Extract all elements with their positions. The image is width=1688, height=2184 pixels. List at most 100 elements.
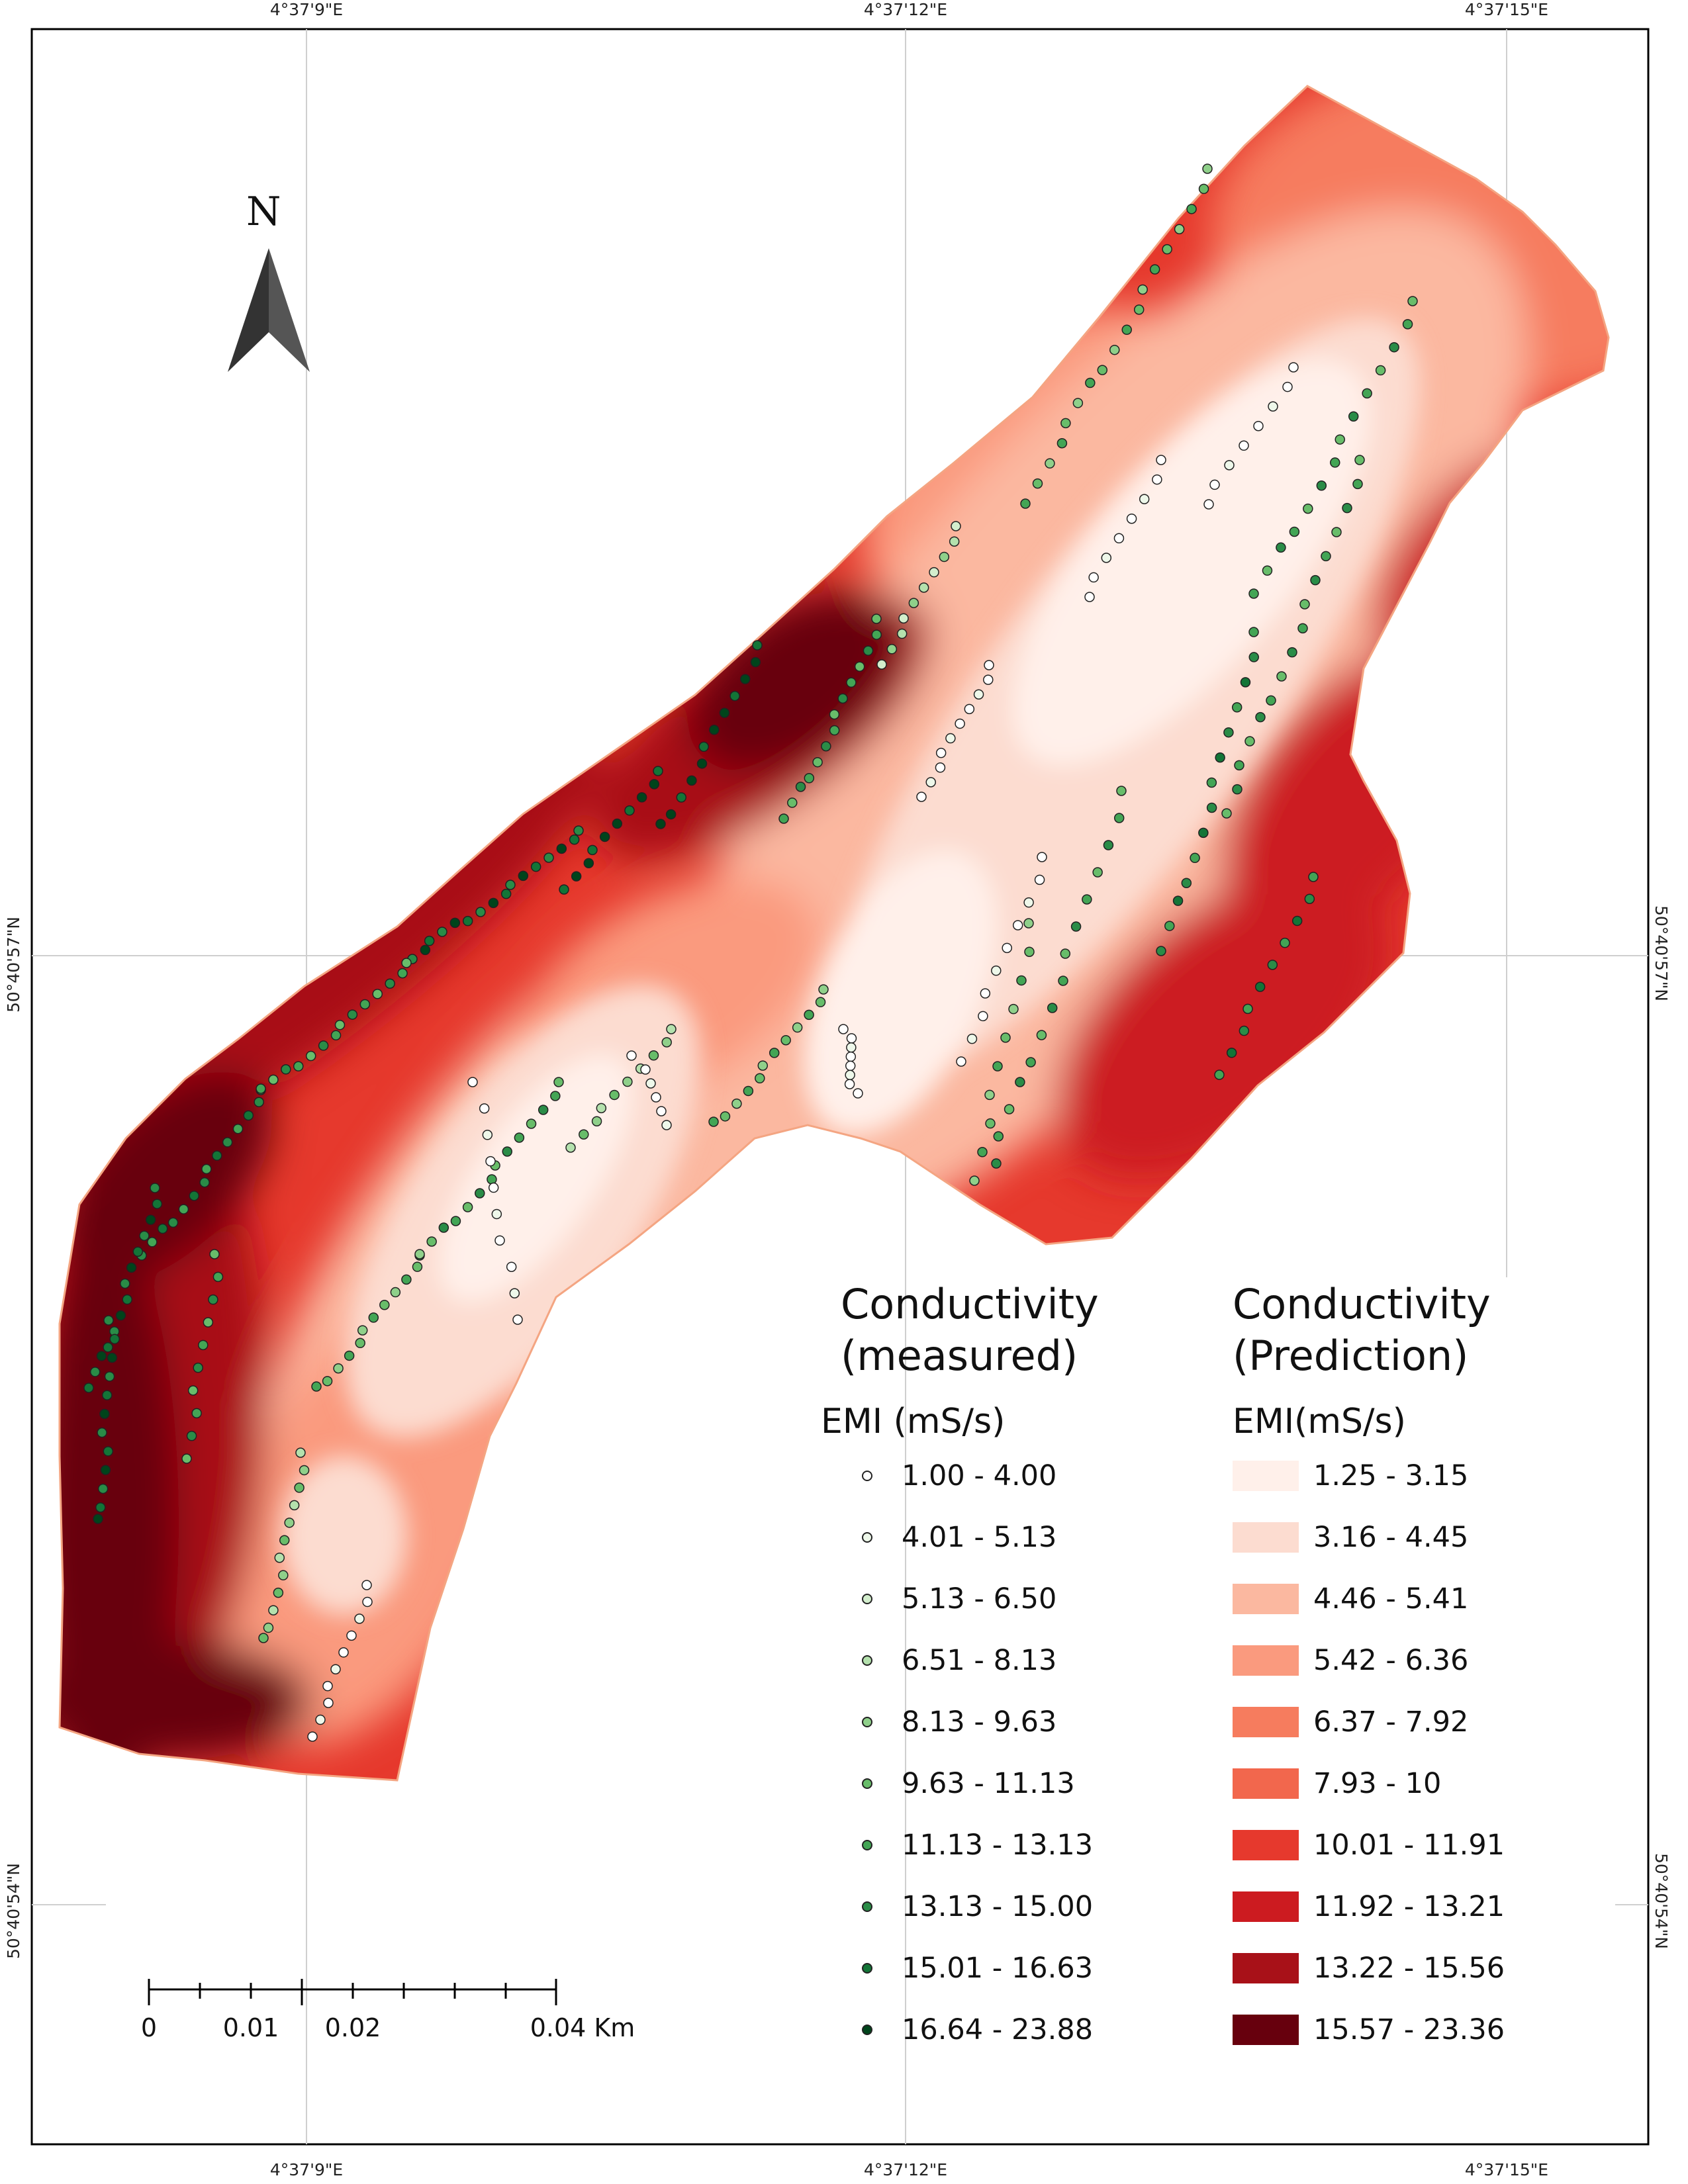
measured-point bbox=[1133, 304, 1145, 315]
measured-point bbox=[845, 1069, 855, 1081]
measured-point bbox=[649, 779, 660, 790]
measured-point bbox=[1085, 377, 1096, 388]
measured-point bbox=[323, 1698, 334, 1708]
measured-point bbox=[307, 1731, 318, 1742]
measured-point bbox=[412, 1261, 423, 1272]
legend-measured-title: Conductivity (measured) bbox=[841, 1280, 1099, 1380]
measured-point bbox=[189, 1191, 199, 1201]
bottom-lon-label-3: 4°37'15"E bbox=[1464, 2160, 1549, 2179]
measured-point bbox=[1342, 502, 1352, 514]
measured-point bbox=[1248, 652, 1259, 662]
measured-point bbox=[462, 915, 473, 927]
measured-point bbox=[502, 1146, 512, 1157]
legend-point-symbol bbox=[862, 1471, 872, 1481]
measured-point bbox=[479, 1103, 490, 1114]
measured-point bbox=[97, 1483, 109, 1494]
measured-point bbox=[518, 870, 529, 882]
legend_prediction-row: 4.46 - 5.41 bbox=[1233, 1579, 1468, 1619]
measured-point bbox=[538, 1105, 549, 1115]
measured-point bbox=[1224, 460, 1235, 471]
measured-point bbox=[193, 1362, 203, 1373]
legend-class-label: 13.22 - 15.56 bbox=[1313, 1952, 1505, 1985]
measured-point bbox=[853, 1088, 863, 1099]
measured-point bbox=[1276, 671, 1287, 682]
measured-point bbox=[886, 644, 898, 655]
measured-point bbox=[1240, 677, 1251, 688]
measured-point bbox=[573, 825, 584, 836]
measured-point bbox=[338, 1647, 349, 1658]
measured-point bbox=[1025, 1057, 1036, 1068]
measured-point bbox=[263, 1622, 274, 1633]
measured-point bbox=[1023, 897, 1034, 908]
measured-point bbox=[401, 958, 412, 968]
measured-point bbox=[1202, 163, 1213, 174]
measured-point bbox=[115, 1310, 126, 1321]
measured-point bbox=[729, 690, 740, 702]
measured-point bbox=[871, 629, 882, 640]
measured-point bbox=[676, 792, 687, 803]
legend_prediction-row: 15.57 - 23.36 bbox=[1233, 2010, 1505, 2050]
measured-point bbox=[1352, 478, 1363, 490]
measured-point bbox=[209, 1249, 220, 1259]
measured-point bbox=[626, 1050, 637, 1061]
measured-point bbox=[698, 741, 709, 752]
measured-point bbox=[279, 1535, 290, 1546]
measured-point bbox=[1289, 526, 1300, 537]
measured-point bbox=[1282, 381, 1293, 392]
legend_measured-row: 11.13 - 13.13 bbox=[835, 1825, 1093, 1865]
measured-point bbox=[854, 661, 865, 672]
measured-point bbox=[397, 968, 408, 979]
measured-point bbox=[978, 1011, 988, 1022]
measured-point bbox=[1024, 946, 1035, 957]
measured-point bbox=[1023, 918, 1034, 929]
legend-class-label: 6.51 - 8.13 bbox=[902, 1644, 1057, 1677]
legend-class-label: 15.57 - 23.36 bbox=[1313, 2013, 1505, 2046]
measured-point bbox=[795, 782, 806, 792]
measured-point bbox=[1002, 942, 1012, 954]
measured-point bbox=[945, 733, 956, 744]
measured-point bbox=[274, 1552, 285, 1563]
legend-class-label: 11.92 - 13.21 bbox=[1313, 1890, 1505, 1923]
measured-point bbox=[1354, 455, 1365, 465]
measured-point bbox=[357, 1325, 368, 1336]
measured-point bbox=[1000, 1032, 1011, 1043]
measured-point bbox=[846, 1033, 857, 1044]
measured-point bbox=[95, 1502, 106, 1513]
measured-point bbox=[222, 1137, 233, 1148]
measured-point bbox=[107, 1352, 118, 1363]
measured-point bbox=[488, 1182, 499, 1193]
legend_prediction-row: 6.37 - 7.92 bbox=[1233, 1702, 1468, 1742]
legend-class-label: 7.93 - 10 bbox=[1313, 1767, 1442, 1800]
legend-color-swatch bbox=[1233, 2015, 1299, 2045]
measured-point bbox=[966, 1033, 978, 1044]
measured-point bbox=[305, 1050, 316, 1062]
measured-point bbox=[1070, 921, 1082, 932]
measured-point bbox=[609, 1089, 620, 1101]
measured-point bbox=[1121, 324, 1132, 336]
measured-point bbox=[661, 1037, 672, 1048]
legend_prediction-row: 11.92 - 13.21 bbox=[1233, 1887, 1505, 1927]
measured-point bbox=[199, 1177, 210, 1188]
measured-point bbox=[150, 1183, 160, 1193]
measured-point bbox=[1206, 802, 1217, 813]
measured-point bbox=[1156, 946, 1166, 956]
legend-class-label: 8.13 - 9.63 bbox=[902, 1706, 1057, 1739]
left-lat-label-2: 50°40'54"N bbox=[4, 1862, 23, 1959]
measured-point bbox=[139, 1230, 150, 1241]
measured-point bbox=[1330, 457, 1340, 468]
measured-point bbox=[1139, 494, 1150, 504]
measured-point bbox=[315, 1714, 326, 1725]
measured-point bbox=[1174, 224, 1185, 234]
measured-point bbox=[147, 1237, 158, 1248]
measured-point bbox=[104, 1371, 115, 1382]
measured-point bbox=[845, 1060, 856, 1071]
legend-class-label: 9.63 - 11.13 bbox=[902, 1767, 1075, 1800]
legend-measured-subtitle: EMI (mS/s) bbox=[821, 1402, 1006, 1441]
measured-point bbox=[565, 1142, 576, 1153]
measured-point bbox=[1304, 893, 1315, 904]
measured-point bbox=[969, 1175, 980, 1186]
measured-point bbox=[1316, 480, 1327, 491]
measured-point bbox=[109, 1334, 120, 1345]
measured-point bbox=[665, 809, 677, 820]
measured-point bbox=[1149, 264, 1160, 275]
